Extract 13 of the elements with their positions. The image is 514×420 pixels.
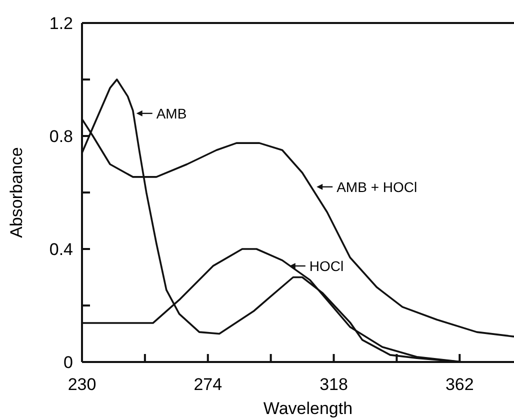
y-tick-label: 0.8 xyxy=(49,126,73,146)
x-tick-label: 362 xyxy=(445,375,474,394)
y-axis-title: Absorbance xyxy=(7,147,26,238)
x-tick-label: 274 xyxy=(194,375,222,394)
y-tick-label: 0.4 xyxy=(49,240,73,259)
annotation: AMB xyxy=(156,105,187,122)
y-tick-label: 1.2 xyxy=(49,14,73,33)
y-tick-label: 0 xyxy=(64,352,73,372)
x-axis-title: Wavelength xyxy=(263,399,353,418)
x-tick-label: 230 xyxy=(68,375,96,394)
annotation: HOCl xyxy=(309,258,344,274)
x-tick-label: 318 xyxy=(320,375,348,394)
annotation: AMB + HOCl xyxy=(336,178,418,195)
